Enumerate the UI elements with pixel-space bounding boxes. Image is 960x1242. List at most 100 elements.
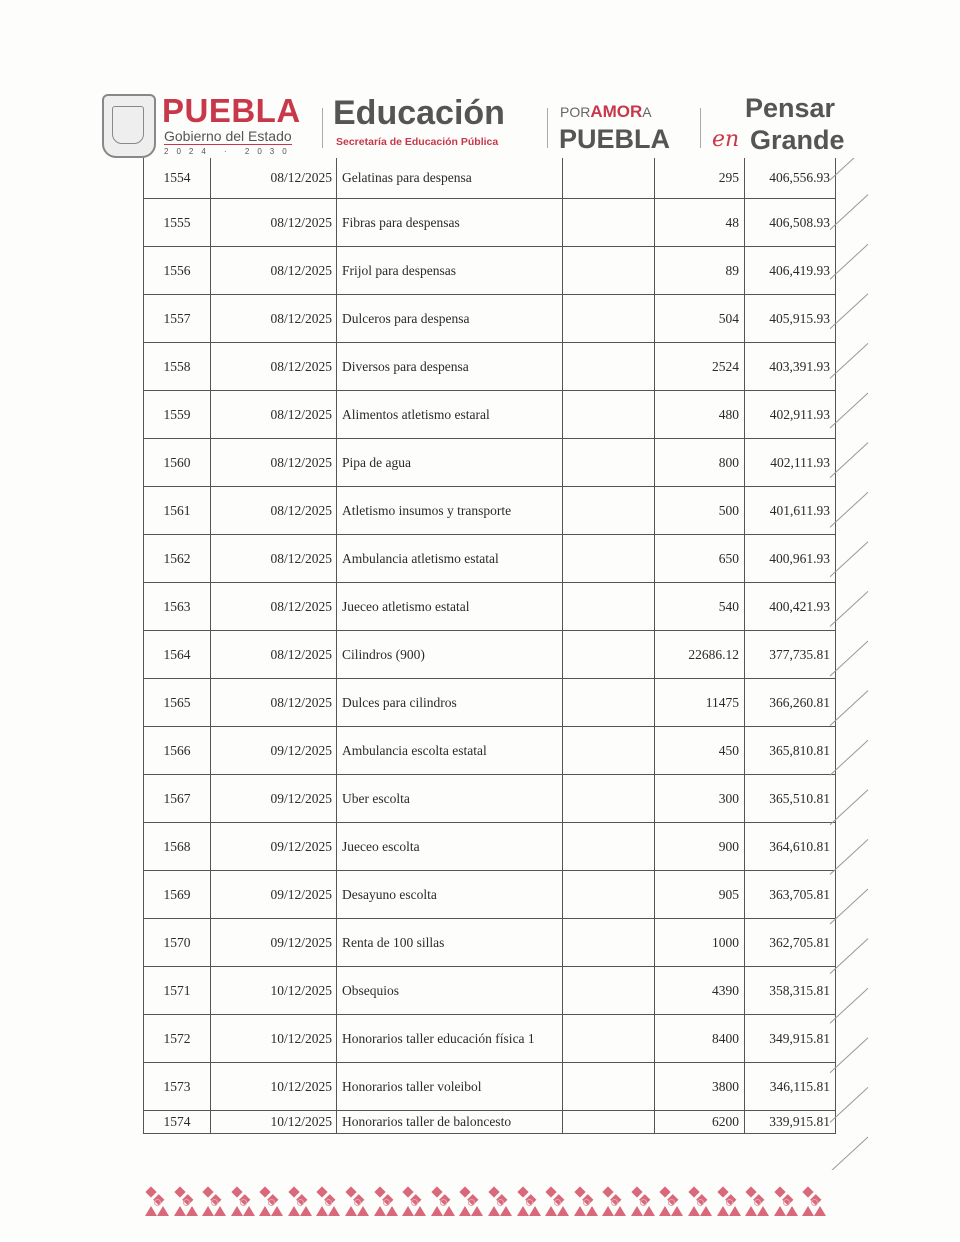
cell-concept: Honorarios taller educación física 1: [336, 1014, 563, 1063]
cell-date: 08/12/2025: [210, 438, 337, 487]
cell-amount: 905: [654, 870, 745, 919]
cell-empty: [562, 534, 655, 583]
cell-balance: 403,391.93: [744, 342, 836, 391]
a-text: A: [642, 104, 652, 120]
footer-motif: [202, 1186, 227, 1218]
cell-balance: 406,508.93: [744, 198, 836, 247]
check-mark: [829, 1087, 869, 1123]
cell-amount: 89: [654, 246, 745, 295]
check-mark: [829, 888, 869, 925]
cell-num: 1565: [143, 678, 211, 727]
cell-balance: 406,419.93: [744, 246, 836, 295]
puebla-slogan-text: PUEBLA: [559, 124, 671, 154]
check-mark: [831, 1136, 869, 1170]
footer-motif: [345, 1186, 370, 1218]
cell-date: 08/12/2025: [210, 534, 337, 583]
cell-num: 1556: [143, 246, 211, 295]
footer-motif: [573, 1186, 598, 1218]
cell-concept: Desayuno escolta: [336, 870, 563, 919]
cell-empty: [562, 822, 655, 871]
cell-date: 08/12/2025: [210, 582, 337, 631]
cell-date: 08/12/2025: [210, 294, 337, 343]
table-row: 1558 08/12/2025 Diversos para despensa 2524…: [143, 342, 836, 391]
cell-concept: Pipa de agua: [336, 438, 563, 487]
cell-num: 1562: [143, 534, 211, 583]
expense-table: 1554 08/12/2025 Gelatinas para despensa 295…: [143, 150, 836, 1134]
cell-empty: [562, 678, 655, 727]
cell-balance: 364,610.81: [744, 822, 836, 871]
check-mark: [829, 640, 869, 677]
check-mark: [829, 789, 869, 826]
cell-num: 1567: [143, 774, 211, 823]
cell-date: 08/12/2025: [210, 678, 337, 727]
table-row: 1556 08/12/2025 Frijol para despensas 89 406…: [143, 246, 836, 295]
cell-balance: 400,961.93: [744, 534, 836, 583]
cell-num: 1569: [143, 870, 211, 919]
cell-concept: Renta de 100 sillas: [336, 918, 563, 967]
check-mark: [829, 392, 869, 429]
cell-date: 09/12/2025: [210, 822, 337, 871]
cell-concept: Jueceo escolta: [336, 822, 563, 871]
cell-balance: 365,810.81: [744, 726, 836, 775]
cell-balance: 402,911.93: [744, 390, 836, 439]
cell-empty: [562, 342, 655, 391]
cell-concept: Honorarios taller de baloncesto: [336, 1110, 563, 1134]
cell-empty: [562, 1014, 655, 1063]
table-row: 1555 08/12/2025 Fibras para despensas 48 406…: [143, 198, 836, 247]
cell-amount: 3800: [654, 1062, 745, 1111]
check-mark: [829, 343, 869, 379]
cell-concept: Atletismo insumos y transporte: [336, 486, 563, 535]
gobierno-text: Gobierno del Estado: [164, 128, 292, 145]
cell-num: 1558: [143, 342, 211, 391]
footer-motif: [602, 1186, 627, 1218]
cell-concept: Diversos para despensa: [336, 342, 563, 391]
footer-motif: [516, 1186, 541, 1218]
cell-balance: 362,705.81: [744, 918, 836, 967]
cell-date: 08/12/2025: [210, 390, 337, 439]
cell-empty: [562, 630, 655, 679]
table-row: 1568 09/12/2025 Jueceo escolta 900 364,610.8…: [143, 822, 836, 871]
table-row: 1571 10/12/2025 Obsequios 4390 358,315.81: [143, 966, 836, 1015]
cell-empty: [562, 1110, 655, 1134]
cell-amount: 6200: [654, 1110, 745, 1134]
table-row: 1560 08/12/2025 Pipa de agua 800 402,111.93: [143, 438, 836, 487]
cell-concept: Honorarios taller voleibol: [336, 1062, 563, 1111]
table-row: 1565 08/12/2025 Dulces para cilindros 11475…: [143, 678, 836, 727]
puebla-logo-text: PUEBLA: [162, 92, 301, 129]
cell-date: 08/12/2025: [210, 198, 337, 247]
cell-amount: 11475: [654, 678, 745, 727]
check-mark: [829, 194, 869, 230]
decorative-footer-pattern: [145, 1186, 827, 1222]
cell-empty: [562, 486, 655, 535]
cell-amount: 504: [654, 294, 745, 343]
cell-concept: Fibras para despensas: [336, 198, 563, 247]
cell-date: 10/12/2025: [210, 966, 337, 1015]
footer-motif: [316, 1186, 341, 1218]
cell-balance: 358,315.81: [744, 966, 836, 1015]
table-row: 1557 08/12/2025 Dulceros para despensa 504 4…: [143, 294, 836, 343]
por-amor-text: PORAMORA: [560, 102, 652, 121]
cell-date: 08/12/2025: [210, 630, 337, 679]
check-mark: [829, 541, 869, 578]
cell-amount: 450: [654, 726, 745, 775]
table-row: 1567 09/12/2025 Uber escolta 300 365,510.81: [143, 774, 836, 823]
cell-balance: 405,915.93: [744, 294, 836, 343]
cell-balance: 349,915.81: [744, 1014, 836, 1063]
table-row: 1570 09/12/2025 Renta de 100 sillas 1000 362…: [143, 918, 836, 967]
footer-motif: [745, 1186, 770, 1218]
cell-num: 1574: [143, 1110, 211, 1134]
cell-concept: Dulces para cilindros: [336, 678, 563, 727]
table-row: 1564 08/12/2025 Cilindros (900) 22686.12 377…: [143, 630, 836, 679]
cell-concept: Frijol para despensas: [336, 246, 563, 295]
cell-amount: 500: [654, 486, 745, 535]
grande-text: Grande: [750, 125, 845, 155]
check-mark: [829, 690, 869, 726]
cell-amount: 900: [654, 822, 745, 871]
footer-motif: [173, 1186, 198, 1218]
table-row: 1569 09/12/2025 Desayuno escolta 905 363,705…: [143, 870, 836, 919]
table-row: 1561 08/12/2025 Atletismo insumos y transp…: [143, 486, 836, 535]
table-row: 1563 08/12/2025 Jueceo atletismo estatal 54…: [143, 582, 836, 631]
cell-empty: [562, 1062, 655, 1111]
cell-empty: [562, 198, 655, 247]
cell-date: 10/12/2025: [210, 1014, 337, 1063]
